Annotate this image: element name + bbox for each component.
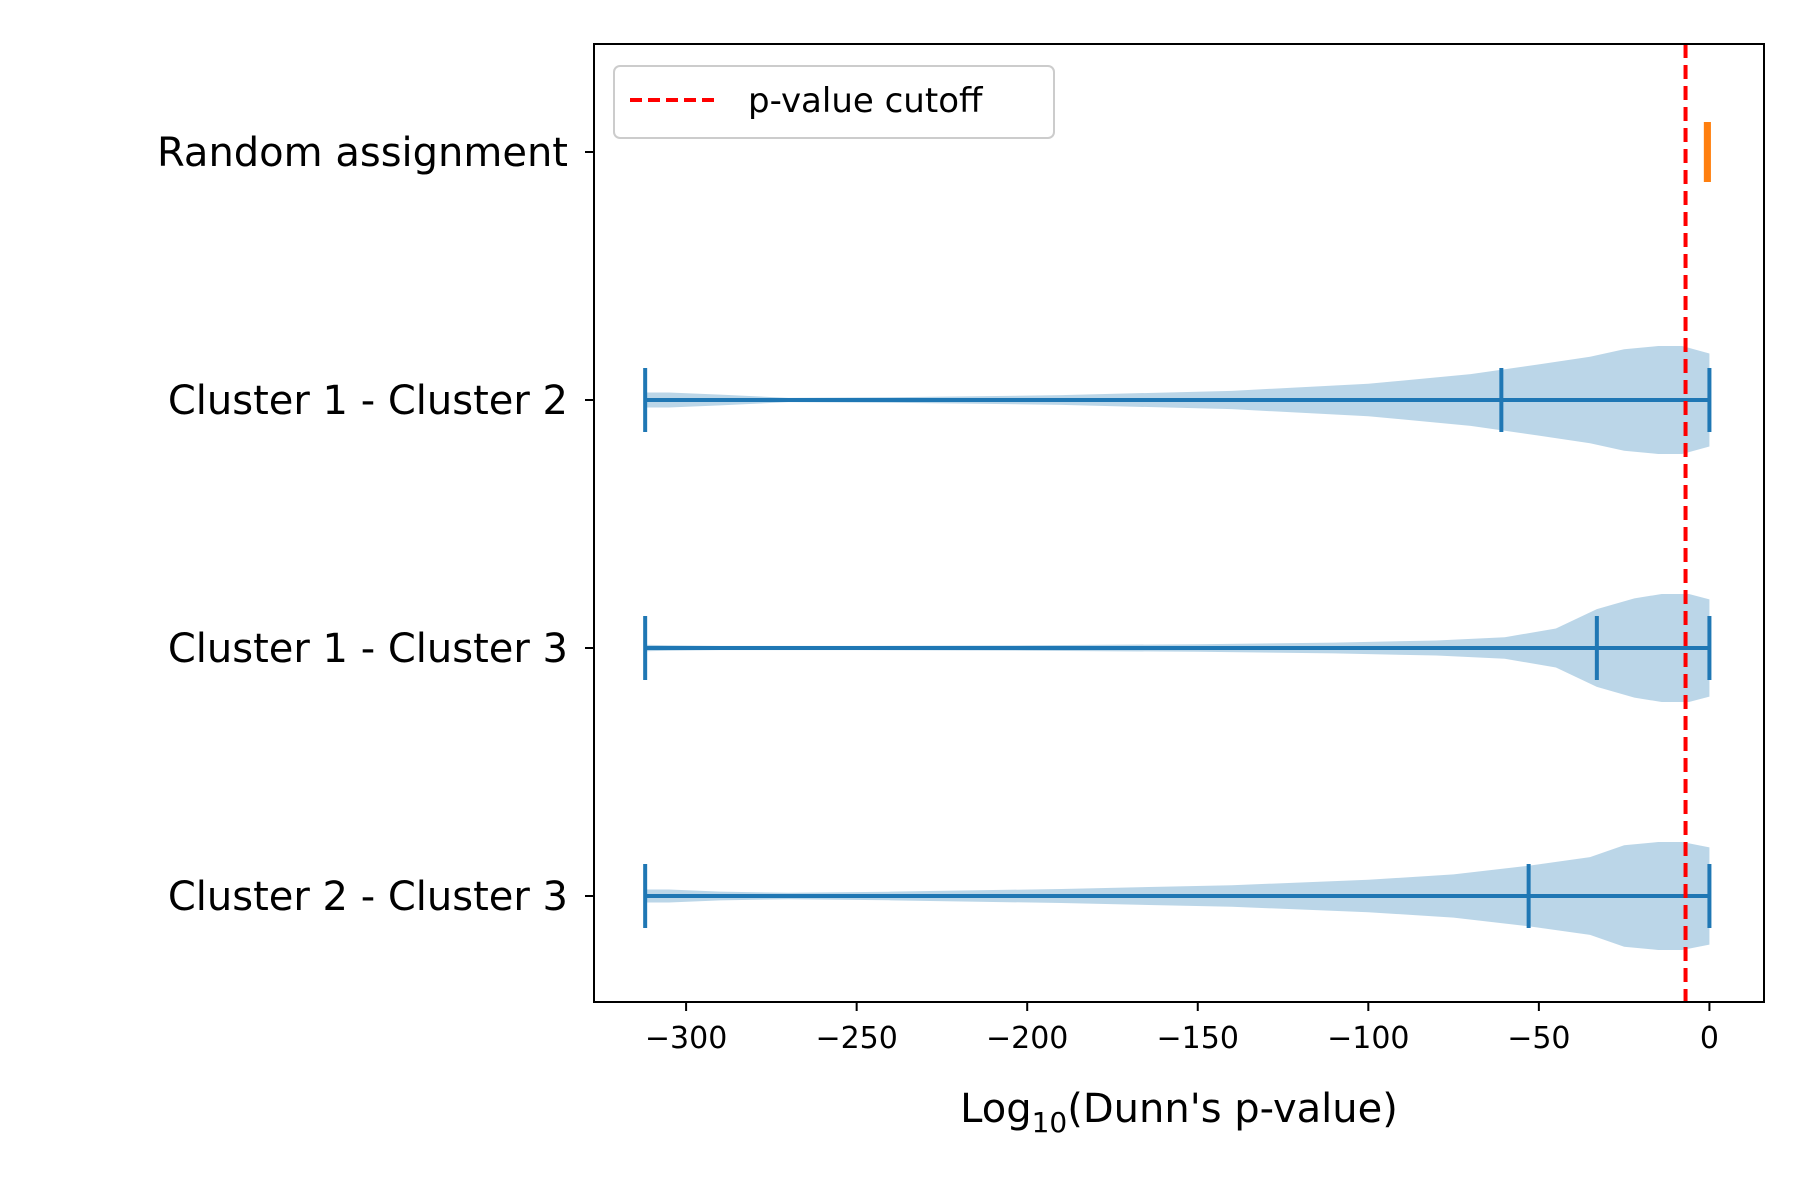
legend-label-cutoff: p-value cutoff xyxy=(748,81,984,121)
x-tick-label: −250 xyxy=(815,1021,897,1056)
y-tick-label: Cluster 1 - Cluster 3 xyxy=(168,626,568,672)
x-axis-title-subscript: 10 xyxy=(1032,1106,1068,1139)
x-axis-title: Log10(Dunn's p-value) xyxy=(960,1086,1398,1139)
x-tick-label: −150 xyxy=(1157,1021,1239,1056)
x-axis-title-main: Log xyxy=(960,1086,1031,1132)
x-axis: −300 −250 −200 −150 −100 −50 0 xyxy=(645,1002,1719,1056)
x-tick-label: −100 xyxy=(1327,1021,1409,1056)
x-axis-title-rest: (Dunn's p-value) xyxy=(1067,1086,1398,1132)
y-tick-label: Cluster 1 - Cluster 2 xyxy=(168,378,568,424)
legend: p-value cutoff xyxy=(613,65,1055,139)
y-axis: Random assignment Cluster 1 - Cluster 2 Cl… xyxy=(157,130,594,920)
y-tick-label: Random assignment xyxy=(157,130,568,176)
x-tick-label: −200 xyxy=(986,1021,1068,1056)
x-tick-label: 0 xyxy=(1700,1021,1719,1056)
x-tick-label: −300 xyxy=(645,1021,727,1056)
x-tick-label: −50 xyxy=(1507,1021,1570,1056)
y-tick-label: Cluster 2 - Cluster 3 xyxy=(168,874,568,920)
legend-box xyxy=(613,65,1055,139)
plot-frame xyxy=(593,43,1765,1003)
violins-layer xyxy=(643,122,1712,950)
